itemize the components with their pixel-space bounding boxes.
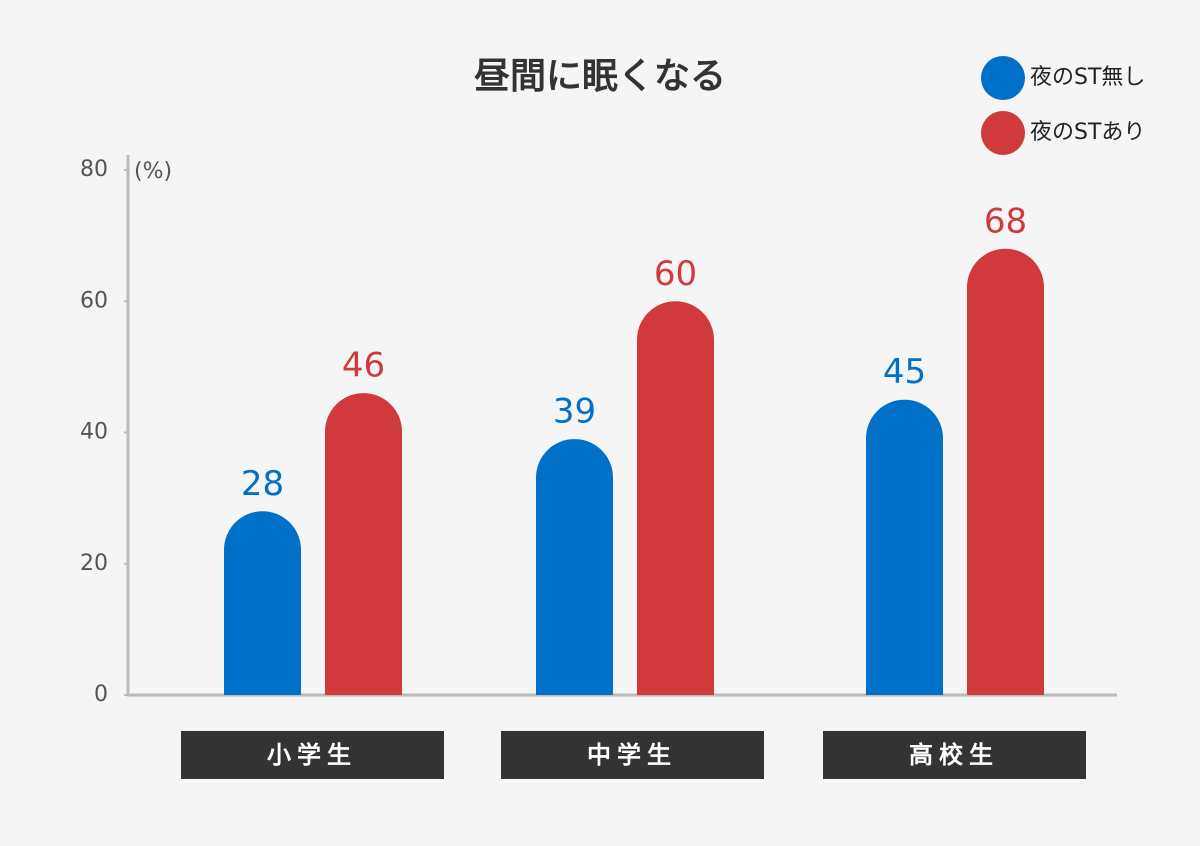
y-tick-label: 0 bbox=[94, 682, 108, 707]
data-label: 46 bbox=[342, 346, 385, 386]
y-tick-label: 80 bbox=[80, 157, 108, 182]
bar bbox=[637, 301, 714, 695]
chart-title: 昼間に眠くなる bbox=[474, 56, 726, 97]
legend-label: 夜のST無し bbox=[1030, 65, 1145, 90]
bar bbox=[325, 393, 402, 695]
data-label: 45 bbox=[883, 352, 926, 392]
bar bbox=[866, 399, 943, 695]
category-box bbox=[823, 731, 1086, 779]
data-label: 68 bbox=[984, 201, 1027, 241]
legend-marker bbox=[981, 111, 1025, 155]
x-tick-label: 中学生 bbox=[587, 741, 677, 769]
data-label: 39 bbox=[553, 392, 596, 432]
data-label: 28 bbox=[241, 464, 284, 504]
bar bbox=[967, 248, 1044, 695]
y-tick-label: 40 bbox=[80, 420, 108, 445]
y-tick-label: 60 bbox=[80, 288, 108, 313]
category-box bbox=[181, 731, 444, 779]
x-tick-label: 小学生 bbox=[267, 741, 357, 769]
legend-marker bbox=[981, 56, 1025, 100]
x-tick-label: 高校生 bbox=[909, 741, 999, 769]
category-box bbox=[501, 731, 764, 779]
y-axis-label: (%) bbox=[134, 159, 172, 184]
bar bbox=[224, 511, 301, 695]
legend-label: 夜のSTあり bbox=[1030, 120, 1145, 145]
data-label: 60 bbox=[654, 254, 697, 294]
bar bbox=[536, 439, 613, 695]
y-tick-label: 20 bbox=[80, 551, 108, 576]
